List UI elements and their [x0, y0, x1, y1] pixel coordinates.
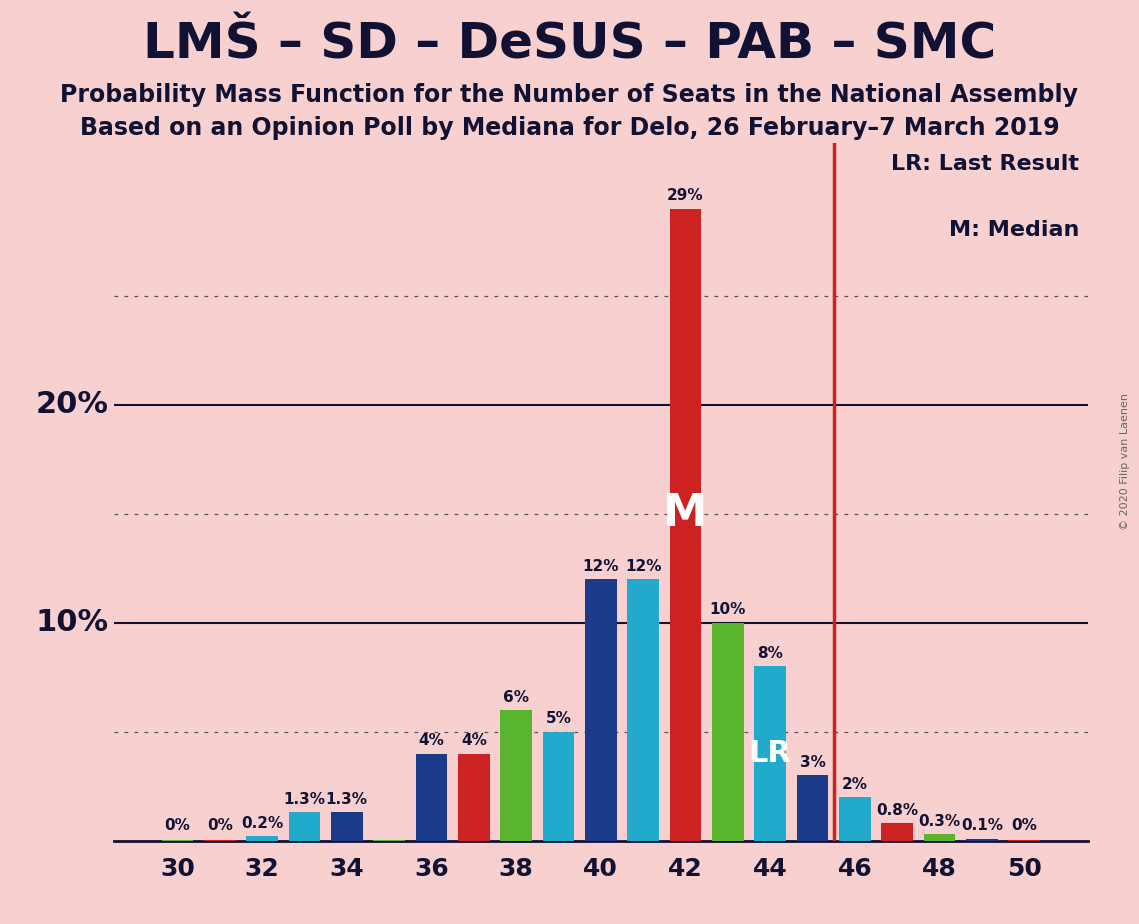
Bar [246, 836, 278, 841]
Text: 1.3%: 1.3% [284, 792, 326, 807]
Bar [712, 623, 744, 841]
Bar [416, 754, 448, 841]
Text: M: Median: M: Median [949, 220, 1080, 239]
Text: LR: Last Result: LR: Last Result [892, 154, 1080, 174]
Bar [542, 732, 574, 841]
Text: 5%: 5% [546, 711, 572, 726]
Text: 10%: 10% [710, 602, 746, 617]
Bar [882, 823, 913, 841]
Bar [331, 812, 362, 841]
Text: 4%: 4% [418, 733, 444, 748]
Text: LR: LR [748, 739, 792, 768]
Text: 6%: 6% [503, 689, 530, 705]
Bar [839, 797, 870, 841]
Bar [458, 754, 490, 841]
Text: 2%: 2% [842, 777, 868, 792]
Text: LMŠ – SD – DeSUS – PAB – SMC: LMŠ – SD – DeSUS – PAB – SMC [142, 20, 997, 68]
Text: 0%: 0% [1011, 819, 1038, 833]
Text: 12%: 12% [625, 559, 662, 574]
Bar [966, 839, 998, 841]
Bar [288, 812, 320, 841]
Text: 20%: 20% [36, 390, 109, 419]
Text: 1.3%: 1.3% [326, 792, 368, 807]
Bar [924, 834, 956, 841]
Bar [796, 775, 828, 841]
Text: M: M [663, 492, 707, 535]
Text: 4%: 4% [461, 733, 486, 748]
Text: Probability Mass Function for the Number of Seats in the National Assembly: Probability Mass Function for the Number… [60, 83, 1079, 107]
Text: 12%: 12% [582, 559, 620, 574]
Text: 0.1%: 0.1% [961, 819, 1003, 833]
Text: 10%: 10% [36, 608, 109, 638]
Text: Based on an Opinion Poll by Mediana for Delo, 26 February–7 March 2019: Based on an Opinion Poll by Mediana for … [80, 116, 1059, 140]
Text: © 2020 Filip van Laenen: © 2020 Filip van Laenen [1121, 394, 1130, 530]
Bar [204, 840, 236, 841]
Bar [1008, 840, 1040, 841]
Text: 0%: 0% [207, 819, 232, 833]
Bar [670, 209, 702, 841]
Text: 8%: 8% [757, 646, 784, 661]
Text: 0.3%: 0.3% [918, 814, 960, 829]
Bar [628, 579, 659, 841]
Bar [162, 840, 194, 841]
Bar [754, 666, 786, 841]
Text: 0.8%: 0.8% [876, 803, 918, 818]
Text: 0%: 0% [164, 819, 190, 833]
Text: 3%: 3% [800, 755, 826, 770]
Text: 0.2%: 0.2% [241, 816, 284, 831]
Bar [500, 710, 532, 841]
Bar [585, 579, 616, 841]
Bar [374, 840, 405, 841]
Text: 29%: 29% [667, 188, 704, 203]
